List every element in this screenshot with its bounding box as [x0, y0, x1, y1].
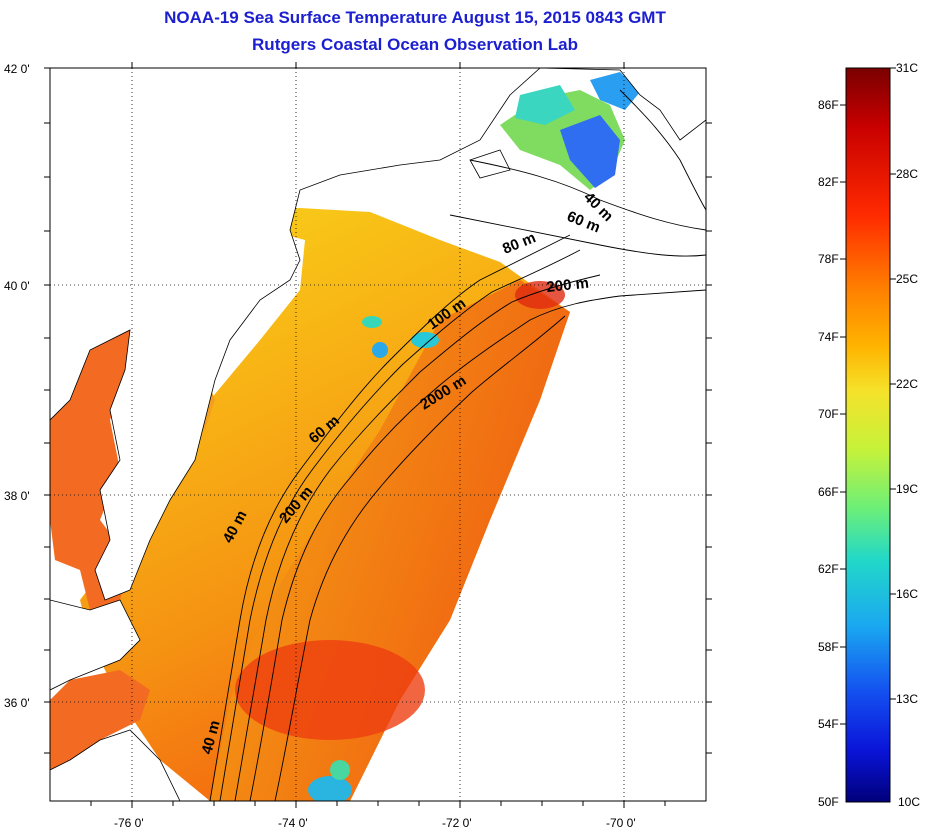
colorbar-c-label: 13C: [896, 692, 918, 706]
graticule: [50, 68, 706, 801]
colorbar-c-label: 28C: [896, 167, 918, 181]
colorbar-c-label: 25C: [896, 272, 918, 286]
lat-label: 40 0': [4, 279, 30, 293]
colorbar: [845, 67, 891, 803]
colorbar-c-label: 31C: [896, 61, 918, 75]
colorbar-c-label: 19C: [896, 482, 918, 496]
colorbar-f-label: 70F: [818, 407, 839, 421]
cool-patches: [308, 316, 439, 801]
lon-label: -70 0': [606, 816, 636, 830]
lon-label: -72 0': [442, 816, 472, 830]
colorbar-f-label: 62F: [818, 562, 839, 576]
colorbar-f-label: 74F: [818, 330, 839, 344]
colorbar-c-label: 22C: [896, 377, 918, 391]
lon-label: -74 0': [278, 816, 308, 830]
warm-core: [235, 640, 425, 740]
lat-label: 36 0': [4, 696, 30, 710]
colorbar-c-label: 10C: [898, 795, 920, 809]
northern-patch: [500, 72, 640, 190]
colorbar-ticks: [840, 67, 896, 725]
lon-label: -76 0': [114, 816, 144, 830]
lat-label: 42 0': [4, 62, 30, 76]
bathymetry-contours: [209, 89, 706, 801]
colorbar-f-label: 86F: [818, 98, 839, 112]
colorbar-f-label: 78F: [818, 252, 839, 266]
map-area: 40 m 60 m 80 m 200 m 100 m 2000 m 60 m 2…: [50, 68, 706, 801]
colorbar-f-label: 58F: [818, 640, 839, 654]
colorbar-c-label: 16C: [896, 587, 918, 601]
colorbar-f-label: 54F: [818, 717, 839, 731]
contour-label: 200 m: [546, 275, 590, 296]
colorbar-f-label: 66F: [818, 485, 839, 499]
coastline: [50, 68, 706, 801]
colorbar-f-label: 50F: [818, 795, 839, 809]
axis-ticks: [44, 62, 712, 808]
colorbar-f-label: 82F: [818, 175, 839, 189]
map-subtitle: Rutgers Coastal Ocean Observation Lab: [252, 35, 578, 54]
lat-label: 38 0': [4, 489, 30, 503]
map-title: NOAA-19 Sea Surface Temperature August 1…: [164, 8, 666, 27]
